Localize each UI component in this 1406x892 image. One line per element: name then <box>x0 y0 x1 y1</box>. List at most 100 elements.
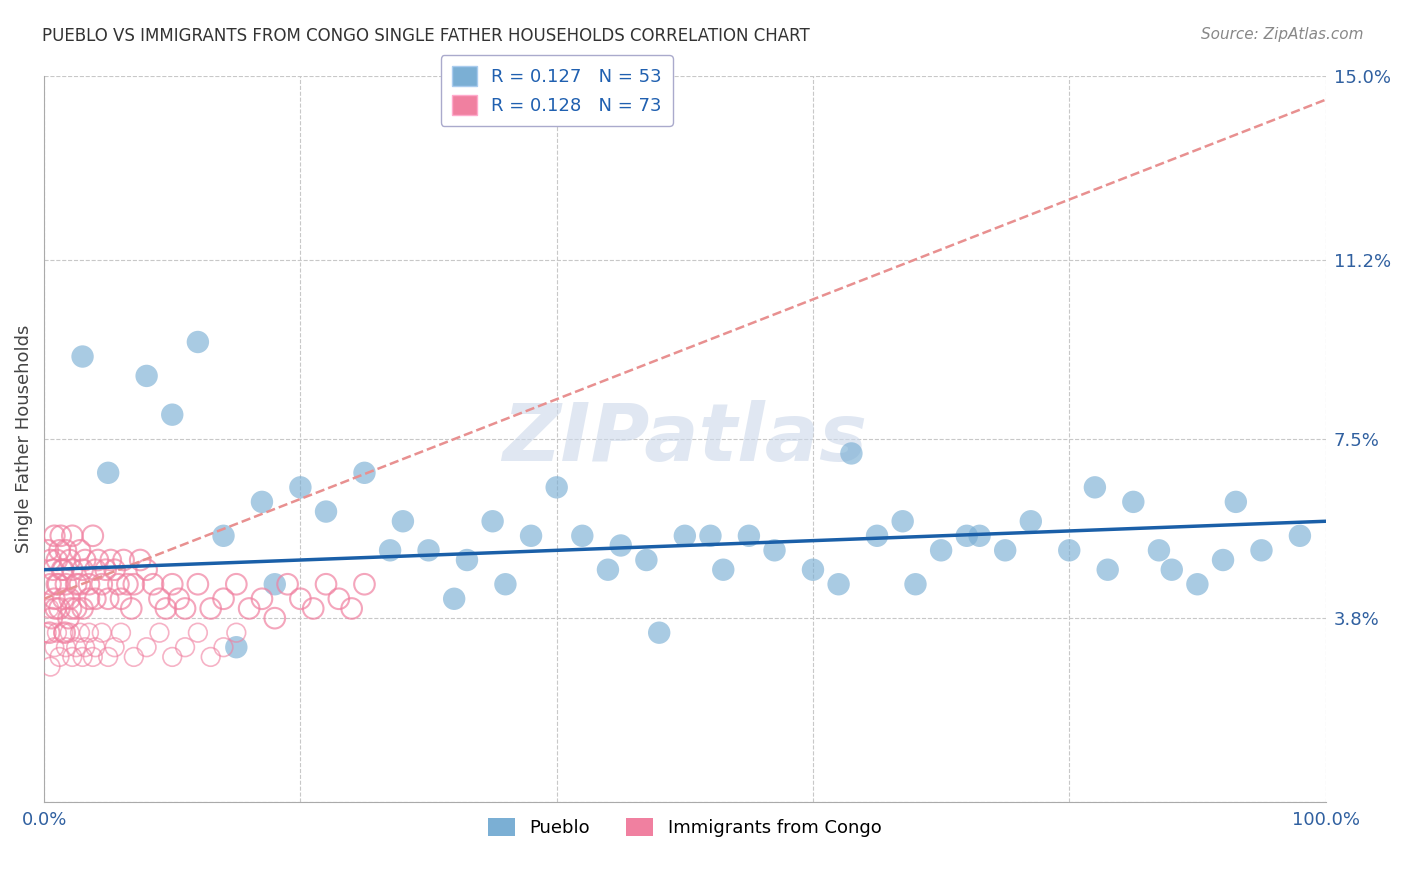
Point <box>72 563 94 577</box>
Point <box>38 601 60 615</box>
Point <box>250 591 273 606</box>
Point <box>648 625 671 640</box>
Point <box>315 577 337 591</box>
Point <box>39 577 62 591</box>
Point <box>97 466 120 480</box>
Point <box>162 649 184 664</box>
Point <box>87 553 110 567</box>
Point <box>212 529 235 543</box>
Point <box>1212 553 1234 567</box>
Point <box>994 543 1017 558</box>
Point <box>610 539 633 553</box>
Point <box>340 601 363 615</box>
Point <box>520 529 543 543</box>
Point <box>69 577 91 591</box>
Point <box>90 577 112 591</box>
Point <box>315 505 337 519</box>
Point <box>673 529 696 543</box>
Point <box>187 625 209 640</box>
Text: Source: ZipAtlas.com: Source: ZipAtlas.com <box>1201 27 1364 42</box>
Point <box>90 625 112 640</box>
Point <box>44 529 66 543</box>
Point <box>72 601 94 615</box>
Point <box>77 591 100 606</box>
Point <box>866 529 889 543</box>
Point <box>45 577 67 591</box>
Point <box>142 577 165 591</box>
Point <box>1250 543 1272 558</box>
Point <box>481 514 503 528</box>
Point <box>59 625 82 640</box>
Point <box>290 591 312 606</box>
Point <box>65 640 87 655</box>
Point <box>129 553 152 567</box>
Point <box>212 640 235 655</box>
Point <box>699 529 721 543</box>
Point <box>1225 495 1247 509</box>
Point <box>187 577 209 591</box>
Point <box>55 543 77 558</box>
Point <box>636 553 658 567</box>
Point <box>59 591 82 606</box>
Point <box>51 563 73 577</box>
Point <box>97 591 120 606</box>
Point <box>69 625 91 640</box>
Point <box>120 601 142 615</box>
Point <box>494 577 516 591</box>
Point <box>39 659 62 673</box>
Point <box>48 543 70 558</box>
Point <box>969 529 991 543</box>
Point <box>904 577 927 591</box>
Point <box>75 553 97 567</box>
Point <box>174 601 197 615</box>
Text: PUEBLO VS IMMIGRANTS FROM CONGO SINGLE FATHER HOUSEHOLDS CORRELATION CHART: PUEBLO VS IMMIGRANTS FROM CONGO SINGLE F… <box>42 27 810 45</box>
Point <box>42 563 65 577</box>
Point <box>155 601 177 615</box>
Point <box>827 577 849 591</box>
Y-axis label: Single Father Households: Single Father Households <box>15 325 32 553</box>
Point <box>1097 563 1119 577</box>
Point <box>841 446 863 460</box>
Point <box>37 543 59 558</box>
Point <box>41 611 63 625</box>
Point <box>1160 563 1182 577</box>
Point <box>392 514 415 528</box>
Point <box>162 408 184 422</box>
Point <box>711 563 734 577</box>
Point <box>72 649 94 664</box>
Point <box>45 553 67 567</box>
Point <box>225 577 247 591</box>
Point <box>65 577 87 591</box>
Point <box>443 591 465 606</box>
Point <box>75 640 97 655</box>
Point <box>135 563 157 577</box>
Point <box>250 495 273 509</box>
Point <box>104 640 127 655</box>
Point <box>1057 543 1080 558</box>
Point <box>225 625 247 640</box>
Point <box>302 601 325 615</box>
Point <box>110 591 132 606</box>
Point <box>52 563 75 577</box>
Point <box>110 625 132 640</box>
Point <box>1289 529 1312 543</box>
Point <box>187 334 209 349</box>
Point <box>148 591 170 606</box>
Legend: Pueblo, Immigrants from Congo: Pueblo, Immigrants from Congo <box>481 810 889 844</box>
Point <box>122 649 145 664</box>
Point <box>84 640 107 655</box>
Point <box>45 625 67 640</box>
Point <box>52 591 75 606</box>
Point <box>546 480 568 494</box>
Point <box>35 625 58 640</box>
Point <box>44 640 66 655</box>
Point <box>97 649 120 664</box>
Point <box>277 577 299 591</box>
Point <box>148 625 170 640</box>
Point <box>1187 577 1209 591</box>
Point <box>100 553 122 567</box>
Point <box>378 543 401 558</box>
Point <box>59 553 82 567</box>
Point <box>60 529 83 543</box>
Point <box>45 601 67 615</box>
